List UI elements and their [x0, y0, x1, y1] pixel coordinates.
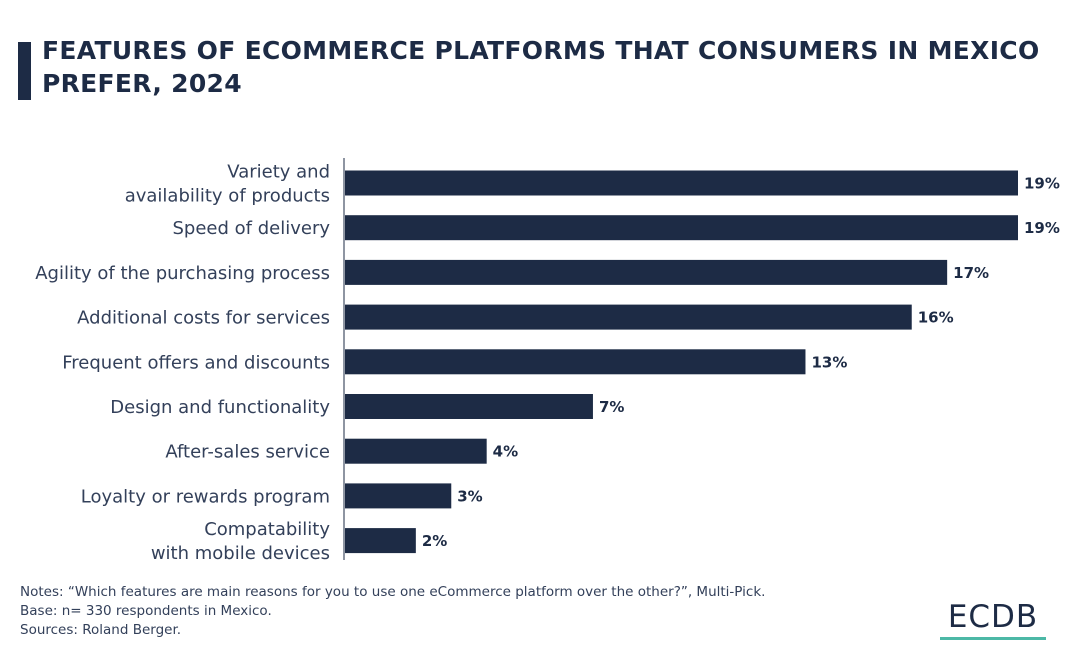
- bar-6: [345, 438, 487, 464]
- value-label-8: 2%: [422, 532, 447, 550]
- value-label-1: 19%: [1024, 219, 1060, 237]
- bar-7: [345, 483, 452, 509]
- bar-5: [345, 394, 593, 419]
- chart-title: FEATURES OF ECOMMERCE PLATFORMS THAT CON…: [42, 36, 1040, 98]
- value-label-7: 3%: [457, 487, 482, 505]
- notes-base: Base: n= 330 respondents in Mexico.: [20, 603, 272, 619]
- logo-text: ECDB: [947, 599, 1039, 635]
- bar-1: [345, 215, 1018, 241]
- bar-4: [345, 349, 806, 375]
- bar-2: [345, 259, 948, 285]
- value-label-3: 16%: [918, 309, 954, 327]
- chart-notes: Notes: “Which features are main reasons …: [20, 583, 765, 640]
- bar-8: [345, 528, 416, 554]
- category-label-7: Loyalty or rewards program: [81, 486, 330, 507]
- value-label-5: 7%: [599, 398, 624, 416]
- category-label-1: Speed of delivery: [173, 218, 331, 239]
- bar-chart: 19% Variety and availability of products 19…: [35, 158, 1060, 565]
- category-label-3: Additional costs for services: [77, 308, 330, 329]
- category-label-8: Compatability with mobile devices: [151, 519, 331, 564]
- title-accent-bar: [18, 42, 31, 100]
- bar-0: [345, 170, 1018, 196]
- logo-underline: [940, 637, 1046, 640]
- ecdb-logo: ECDB: [940, 600, 1046, 640]
- value-label-4: 13%: [811, 353, 847, 371]
- category-label-4: Frequent offers and discounts: [62, 352, 330, 373]
- notes-question: Notes: “Which features are main reasons …: [20, 584, 766, 600]
- category-label-5: Design and functionality: [110, 397, 330, 418]
- notes-sources: Sources: Roland Berger.: [20, 622, 182, 638]
- category-label-6: After-sales service: [165, 442, 330, 463]
- category-label-2: Agility of the purchasing process: [35, 263, 330, 284]
- category-label-0: Variety and availability of products: [125, 162, 330, 207]
- value-label-2: 17%: [953, 264, 989, 282]
- value-label-0: 19%: [1024, 175, 1060, 193]
- value-label-6: 4%: [493, 443, 518, 461]
- bars-layer: 19% Variety and availability of products 19…: [35, 162, 1060, 565]
- bar-3: [345, 304, 912, 330]
